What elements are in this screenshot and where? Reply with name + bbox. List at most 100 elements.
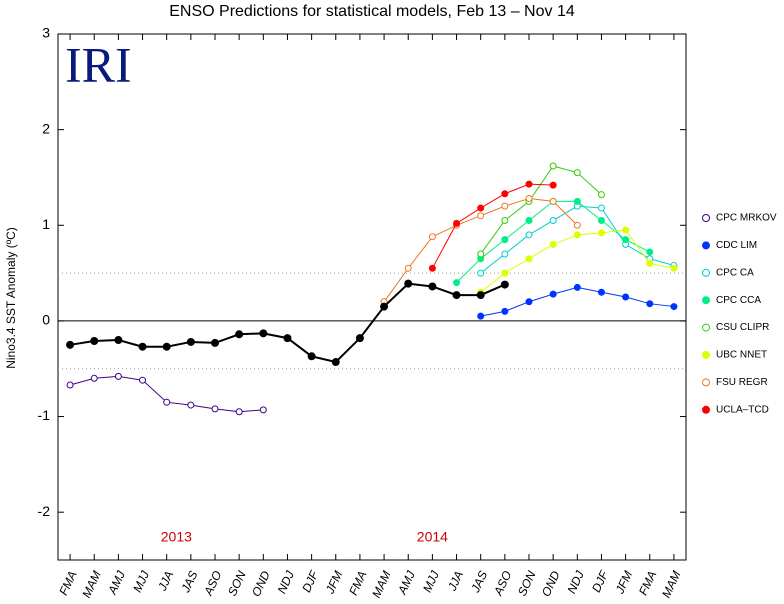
point bbox=[66, 340, 75, 349]
point bbox=[549, 162, 557, 170]
point bbox=[622, 293, 630, 301]
point bbox=[283, 334, 292, 343]
plot-frame bbox=[57, 33, 687, 561]
point bbox=[670, 264, 678, 272]
point bbox=[404, 279, 413, 288]
chart-title: ENSO Predictions for statistical models,… bbox=[169, 3, 575, 20]
point bbox=[525, 231, 533, 239]
point bbox=[549, 197, 557, 205]
legend-marker bbox=[702, 214, 710, 222]
point bbox=[66, 381, 74, 389]
point bbox=[501, 202, 509, 210]
point bbox=[477, 212, 485, 220]
legend-marker bbox=[702, 351, 710, 359]
year-label: 2014 bbox=[417, 529, 448, 545]
point bbox=[453, 219, 461, 227]
point bbox=[114, 336, 123, 345]
point bbox=[597, 191, 605, 199]
legend-label: CPC MRKOV bbox=[716, 213, 777, 224]
point bbox=[90, 336, 99, 345]
legend-label: UCLA–TCD bbox=[716, 404, 769, 415]
point bbox=[355, 334, 364, 343]
point bbox=[211, 405, 219, 413]
point bbox=[331, 358, 340, 367]
series-line bbox=[480, 165, 602, 255]
point bbox=[573, 221, 581, 229]
point bbox=[549, 181, 557, 189]
point bbox=[428, 233, 436, 241]
point bbox=[404, 264, 412, 272]
point bbox=[525, 180, 533, 188]
point bbox=[428, 264, 436, 272]
point bbox=[138, 342, 147, 351]
point bbox=[186, 337, 195, 346]
point bbox=[646, 260, 654, 268]
legend-label: UBC NNET bbox=[716, 350, 767, 361]
legend-marker bbox=[702, 323, 710, 332]
point bbox=[646, 300, 654, 308]
point bbox=[453, 279, 461, 287]
point bbox=[477, 312, 485, 320]
point bbox=[501, 250, 509, 258]
point bbox=[597, 204, 605, 212]
point bbox=[235, 330, 244, 339]
y-tick-label: 0 bbox=[42, 312, 50, 328]
point bbox=[501, 190, 509, 198]
point bbox=[501, 236, 509, 244]
point bbox=[428, 282, 437, 291]
year-label: 2013 bbox=[161, 529, 192, 545]
point bbox=[114, 372, 122, 380]
legend-label: CPC CA bbox=[716, 267, 754, 278]
point bbox=[597, 229, 605, 237]
y-tick-label: 2 bbox=[42, 120, 50, 136]
point bbox=[549, 216, 557, 224]
point bbox=[622, 226, 630, 234]
point bbox=[597, 216, 605, 224]
logo: IRI bbox=[65, 36, 132, 92]
point bbox=[573, 283, 581, 291]
y-tick-label: -1 bbox=[38, 407, 51, 423]
point bbox=[501, 307, 509, 315]
point bbox=[163, 398, 171, 406]
point bbox=[452, 291, 461, 300]
y-tick-label: 1 bbox=[42, 216, 50, 232]
point bbox=[501, 269, 509, 277]
point bbox=[670, 303, 678, 311]
point bbox=[597, 288, 605, 296]
point bbox=[476, 291, 485, 300]
point bbox=[646, 248, 654, 256]
point bbox=[187, 401, 195, 409]
point bbox=[573, 231, 581, 239]
point bbox=[211, 338, 219, 347]
point bbox=[525, 255, 533, 263]
y-axis-label: Nino3.4 SST Anomaly (ºC) bbox=[4, 227, 18, 369]
legend-label: CPC CCA bbox=[716, 295, 761, 306]
point bbox=[525, 298, 533, 306]
point bbox=[549, 240, 557, 248]
point bbox=[235, 408, 243, 416]
point bbox=[501, 216, 509, 224]
point bbox=[573, 169, 581, 177]
y-tick-label: -2 bbox=[38, 503, 51, 519]
point bbox=[525, 216, 533, 224]
point bbox=[500, 280, 509, 289]
point bbox=[477, 250, 485, 258]
point bbox=[259, 406, 267, 414]
point bbox=[477, 269, 485, 277]
legend-label: CDC LIM bbox=[716, 240, 757, 251]
point bbox=[90, 374, 98, 382]
legend-label: FSU REGR bbox=[716, 377, 768, 388]
point bbox=[162, 342, 171, 351]
legend-marker bbox=[702, 268, 710, 277]
y-tick-label: 3 bbox=[42, 25, 50, 41]
point bbox=[259, 329, 268, 338]
point bbox=[139, 376, 147, 384]
legend-marker bbox=[702, 405, 710, 414]
point bbox=[525, 194, 533, 202]
series-line bbox=[431, 183, 554, 269]
point bbox=[573, 197, 581, 205]
point bbox=[380, 302, 389, 311]
legend-marker bbox=[702, 378, 710, 387]
